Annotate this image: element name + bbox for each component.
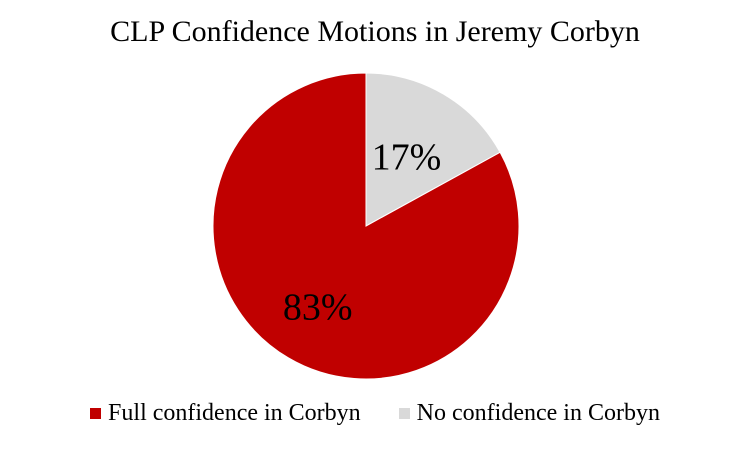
pie-data-label-no-confidence: 17% — [372, 137, 442, 179]
pie-slice-full-confidence — [212, 72, 520, 380]
legend-swatch-full-confidence — [90, 407, 102, 419]
chart-title: CLP Confidence Motions in Jeremy Corbyn — [110, 15, 640, 48]
legend-label-full-confidence: Full confidence in Corbyn — [108, 400, 361, 426]
legend-swatch-no-confidence — [398, 407, 410, 419]
legend-label-no-confidence: No confidence in Corbyn — [416, 400, 660, 426]
pie-data-label-full-confidence: 83% — [283, 287, 353, 329]
legend-item-no-confidence: No confidence in Corbyn — [398, 398, 660, 428]
pie-slice-no-confidence — [365, 72, 501, 227]
legend-item-full-confidence: Full confidence in Corbyn — [90, 398, 361, 428]
chart-legend: Full confidence in Corbyn No confidence … — [0, 398, 750, 428]
